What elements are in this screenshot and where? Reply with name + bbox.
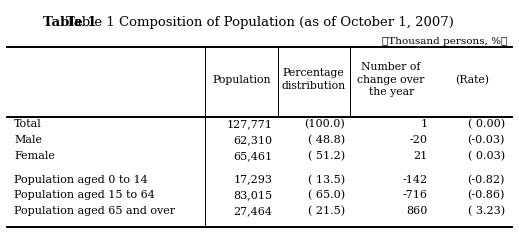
- Text: (100.0): (100.0): [304, 119, 345, 130]
- Text: ( 0.00): ( 0.00): [468, 119, 504, 130]
- Text: 860: 860: [406, 206, 427, 216]
- Text: Table 1 Composition of Population (as of October 1, 2007): Table 1 Composition of Population (as of…: [65, 16, 454, 29]
- Text: (-0.82): (-0.82): [467, 175, 504, 185]
- Text: 21: 21: [413, 151, 427, 161]
- Text: （Thousand persons, %）: （Thousand persons, %）: [382, 37, 507, 46]
- Text: 65,461: 65,461: [233, 151, 272, 161]
- Text: -716: -716: [402, 190, 427, 200]
- Text: 1: 1: [420, 119, 427, 129]
- Text: ( 48.8): ( 48.8): [308, 135, 345, 145]
- Text: ( 65.0): ( 65.0): [308, 190, 345, 201]
- Text: Male: Male: [15, 135, 42, 145]
- Text: (-0.86): (-0.86): [467, 190, 504, 201]
- Text: 27,464: 27,464: [234, 206, 272, 216]
- Text: Population aged 15 to 64: Population aged 15 to 64: [15, 190, 155, 200]
- Text: (Rate): (Rate): [456, 75, 489, 85]
- Text: 83,015: 83,015: [233, 190, 272, 200]
- Text: Number of
change over
the year: Number of change over the year: [358, 62, 425, 97]
- Text: Population: Population: [212, 75, 271, 85]
- Text: 127,771: 127,771: [226, 119, 272, 129]
- Text: Female: Female: [15, 151, 55, 161]
- Text: ( 0.03): ( 0.03): [468, 151, 504, 161]
- Text: ( 13.5): ( 13.5): [308, 175, 345, 185]
- Text: -20: -20: [409, 135, 427, 145]
- Text: 62,310: 62,310: [233, 135, 272, 145]
- Text: ( 3.23): ( 3.23): [468, 206, 504, 216]
- Text: ( 51.2): ( 51.2): [308, 151, 345, 161]
- Text: ( 21.5): ( 21.5): [308, 206, 345, 216]
- Text: 17,293: 17,293: [234, 175, 272, 185]
- Text: Population aged 0 to 14: Population aged 0 to 14: [15, 175, 148, 185]
- Text: Percentage
distribution: Percentage distribution: [282, 69, 346, 91]
- Text: (-0.03): (-0.03): [467, 135, 504, 145]
- Text: Table 1: Table 1: [43, 16, 97, 29]
- Text: Population aged 65 and over: Population aged 65 and over: [15, 206, 175, 216]
- Text: -142: -142: [402, 175, 427, 185]
- Text: Total: Total: [15, 119, 42, 129]
